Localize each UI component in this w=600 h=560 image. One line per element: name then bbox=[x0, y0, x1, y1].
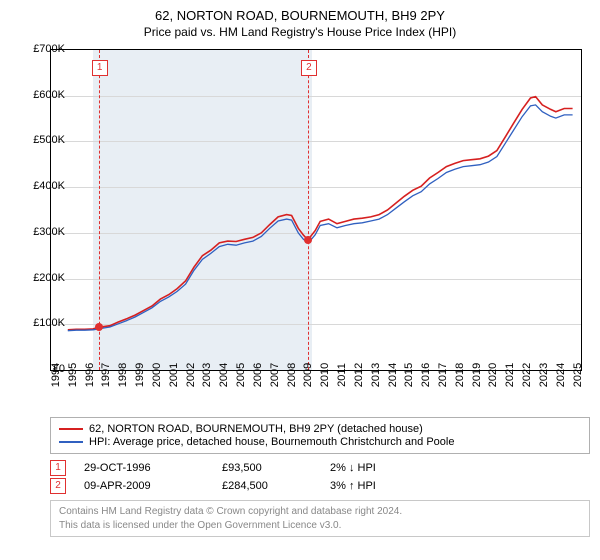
x-tick-label: 1994 bbox=[50, 363, 62, 387]
sale-badge: 1 bbox=[50, 460, 66, 476]
sales-table: 1 29-OCT-1996 £93,500 2% ↓ HPI 2 09-APR-… bbox=[50, 460, 590, 494]
x-axis-ticks: 1994199519961997199819992000200120022003… bbox=[50, 371, 580, 409]
x-tick-label: 2014 bbox=[387, 363, 399, 387]
x-tick-label: 2006 bbox=[252, 363, 264, 387]
title-block: 62, NORTON ROAD, BOURNEMOUTH, BH9 2PY Pr… bbox=[0, 0, 600, 39]
x-tick-label: 2010 bbox=[319, 363, 331, 387]
sale-marker-badge: 1 bbox=[92, 60, 108, 76]
legend-label: 62, NORTON ROAD, BOURNEMOUTH, BH9 2PY (d… bbox=[89, 423, 423, 435]
x-tick-label: 2016 bbox=[420, 363, 432, 387]
y-tick-label: £400K bbox=[25, 180, 65, 192]
legend: 62, NORTON ROAD, BOURNEMOUTH, BH9 2PY (d… bbox=[50, 417, 590, 454]
sale-date: 09-APR-2009 bbox=[84, 480, 204, 492]
x-tick-label: 2017 bbox=[437, 363, 449, 387]
series-subject bbox=[68, 97, 573, 330]
x-tick-label: 2009 bbox=[302, 363, 314, 387]
legend-swatch bbox=[59, 428, 83, 430]
sale-price: £284,500 bbox=[222, 480, 312, 492]
y-tick-label: £100K bbox=[25, 317, 65, 329]
sale-badge: 2 bbox=[50, 478, 66, 494]
x-tick-label: 2021 bbox=[504, 363, 516, 387]
x-tick-label: 2020 bbox=[487, 363, 499, 387]
footnote: Contains HM Land Registry data © Crown c… bbox=[50, 500, 590, 537]
y-tick-label: £200K bbox=[25, 272, 65, 284]
sale-diff: 3% ↑ HPI bbox=[330, 480, 410, 492]
x-tick-label: 1998 bbox=[117, 363, 129, 387]
plot-area: 12 bbox=[50, 49, 582, 371]
x-tick-label: 2002 bbox=[185, 363, 197, 387]
y-tick-label: £600K bbox=[25, 89, 65, 101]
x-tick-label: 2008 bbox=[286, 363, 298, 387]
subtitle: Price paid vs. HM Land Registry's House … bbox=[0, 25, 600, 39]
x-tick-label: 2011 bbox=[336, 363, 348, 387]
legend-item: 62, NORTON ROAD, BOURNEMOUTH, BH9 2PY (d… bbox=[59, 423, 581, 435]
chart-container: 62, NORTON ROAD, BOURNEMOUTH, BH9 2PY Pr… bbox=[0, 0, 600, 537]
y-tick-label: £700K bbox=[25, 43, 65, 55]
sale-row: 2 09-APR-2009 £284,500 3% ↑ HPI bbox=[50, 478, 590, 494]
sale-date: 29-OCT-1996 bbox=[84, 462, 204, 474]
sale-price: £93,500 bbox=[222, 462, 312, 474]
x-tick-label: 1999 bbox=[134, 363, 146, 387]
x-tick-label: 2007 bbox=[269, 363, 281, 387]
footnote-line: Contains HM Land Registry data © Crown c… bbox=[59, 505, 581, 519]
x-tick-label: 2012 bbox=[353, 363, 365, 387]
x-tick-label: 2000 bbox=[151, 363, 163, 387]
sale-marker-dot bbox=[304, 236, 312, 244]
sale-diff: 2% ↓ HPI bbox=[330, 462, 410, 474]
x-tick-label: 2022 bbox=[521, 363, 533, 387]
sale-marker-dot bbox=[95, 323, 103, 331]
line-series-svg bbox=[51, 50, 581, 370]
x-tick-label: 2004 bbox=[218, 363, 230, 387]
sale-marker-badge: 2 bbox=[301, 60, 317, 76]
legend-swatch bbox=[59, 441, 83, 443]
legend-item: HPI: Average price, detached house, Bour… bbox=[59, 436, 581, 448]
y-tick-label: £500K bbox=[25, 134, 65, 146]
series-hpi bbox=[68, 105, 573, 331]
x-tick-label: 1996 bbox=[84, 363, 96, 387]
x-tick-label: 2013 bbox=[370, 363, 382, 387]
x-tick-label: 2001 bbox=[168, 363, 180, 387]
x-tick-label: 2025 bbox=[572, 363, 584, 387]
legend-label: HPI: Average price, detached house, Bour… bbox=[89, 436, 454, 448]
x-tick-label: 2024 bbox=[555, 363, 567, 387]
x-tick-label: 1997 bbox=[100, 363, 112, 387]
y-tick-label: £300K bbox=[25, 226, 65, 238]
x-tick-label: 2003 bbox=[201, 363, 213, 387]
x-tick-label: 2018 bbox=[454, 363, 466, 387]
x-tick-label: 2015 bbox=[403, 363, 415, 387]
sale-row: 1 29-OCT-1996 £93,500 2% ↓ HPI bbox=[50, 460, 590, 476]
x-tick-label: 1995 bbox=[67, 363, 79, 387]
x-tick-label: 2019 bbox=[471, 363, 483, 387]
footnote-line: This data is licensed under the Open Gov… bbox=[59, 519, 581, 533]
address-title: 62, NORTON ROAD, BOURNEMOUTH, BH9 2PY bbox=[0, 8, 600, 23]
x-tick-label: 2005 bbox=[235, 363, 247, 387]
x-tick-label: 2023 bbox=[538, 363, 550, 387]
